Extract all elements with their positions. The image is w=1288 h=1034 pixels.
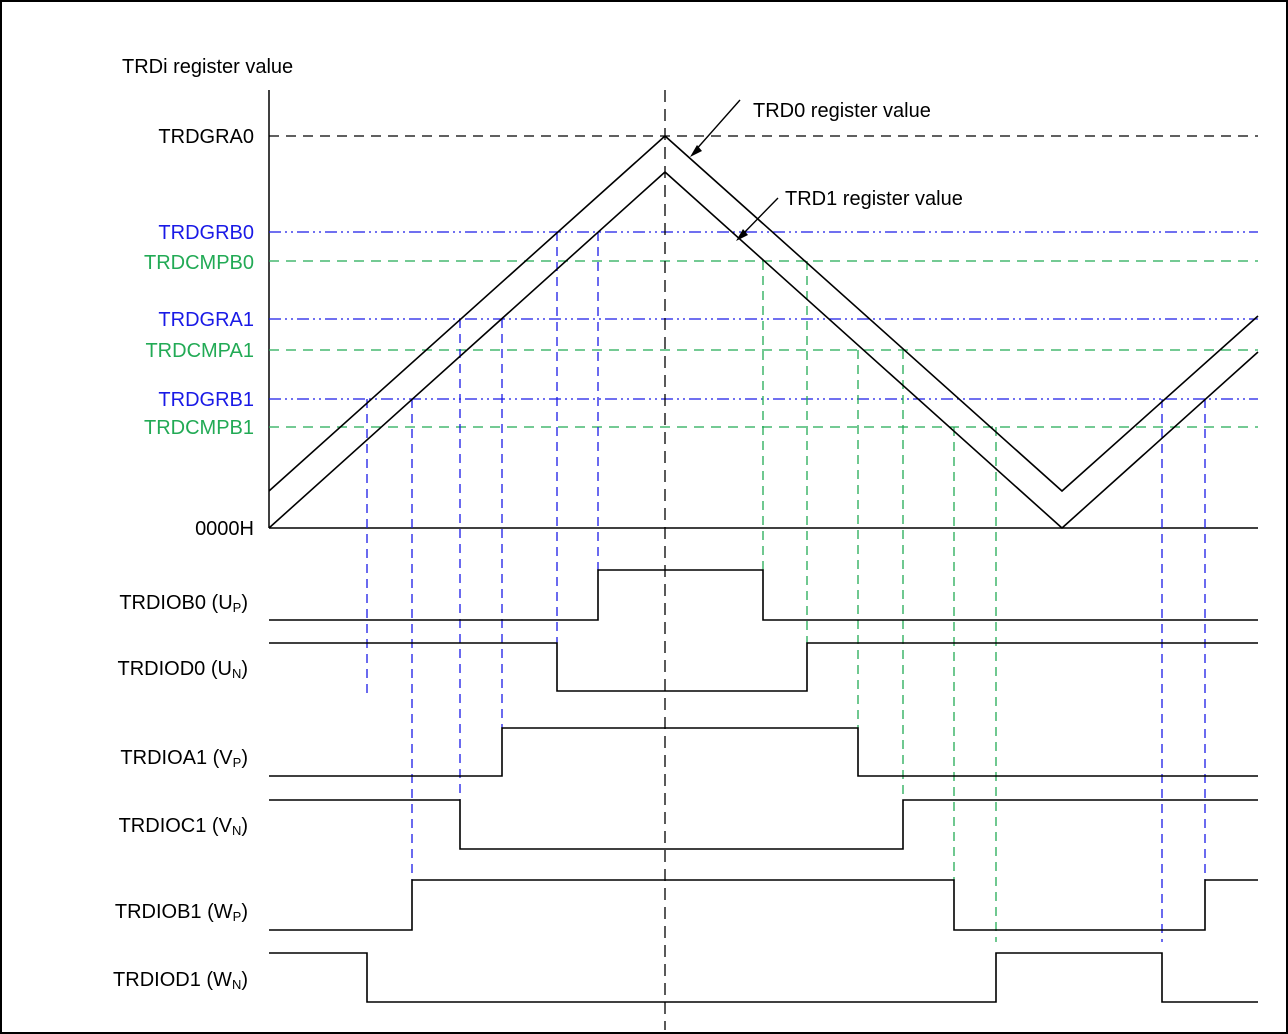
label-trdgra0: TRDGRA0 bbox=[158, 126, 254, 148]
output-waveforms bbox=[269, 569, 1258, 1003]
label-trdgrb0: TRDGRB0 bbox=[158, 222, 254, 244]
waveform-trdioa1 bbox=[269, 727, 1258, 777]
signal-label-trdiob0: TRDIOB0 (UP) bbox=[119, 592, 248, 615]
green-projections bbox=[762, 261, 997, 942]
signal-label-trdiod0: TRDIOD0 (UN) bbox=[117, 658, 248, 681]
arrow-head-trd1 bbox=[736, 229, 748, 241]
callout-trd0-label: TRD0 register value bbox=[753, 100, 931, 122]
callout-arrow-trd0 bbox=[693, 99, 741, 153]
trd1-waveform bbox=[268, 170, 1259, 530]
label-trdgra1: TRDGRA1 bbox=[158, 309, 254, 331]
signal-label-trdioc1: TRDIOC1 (VN) bbox=[119, 815, 248, 838]
waveform-trdiob0 bbox=[269, 569, 1258, 621]
waveform-trdiob1 bbox=[269, 879, 1258, 931]
label-trdgrb1: TRDGRB1 bbox=[158, 389, 254, 411]
trd0-waveform bbox=[268, 134, 1259, 493]
signal-label-trdioa1: TRDIOA1 (VP) bbox=[120, 747, 248, 770]
waveform-trdiod0 bbox=[269, 642, 1258, 692]
signal-label-trdiob1: TRDIOB1 (WP) bbox=[115, 901, 248, 924]
waveform-trdiod1 bbox=[269, 952, 1258, 1003]
waveform-trdioc1 bbox=[269, 799, 1258, 850]
arrow-head-trd0 bbox=[690, 145, 702, 157]
label-zero: 0000H bbox=[195, 518, 254, 540]
y-axis-title: TRDi register value bbox=[122, 56, 293, 78]
signal-label-trdiod1: TRDIOD1 (WN) bbox=[113, 969, 248, 992]
blue-projections bbox=[366, 232, 1206, 942]
label-trdcmpa1: TRDCMPA1 bbox=[145, 340, 254, 362]
label-trdcmpb1: TRDCMPB1 bbox=[144, 417, 254, 439]
callout-arrow-trd1 bbox=[740, 197, 779, 237]
callout-trd1-label: TRD1 register value bbox=[785, 188, 963, 210]
label-trdcmpb0: TRDCMPB0 bbox=[144, 252, 254, 274]
